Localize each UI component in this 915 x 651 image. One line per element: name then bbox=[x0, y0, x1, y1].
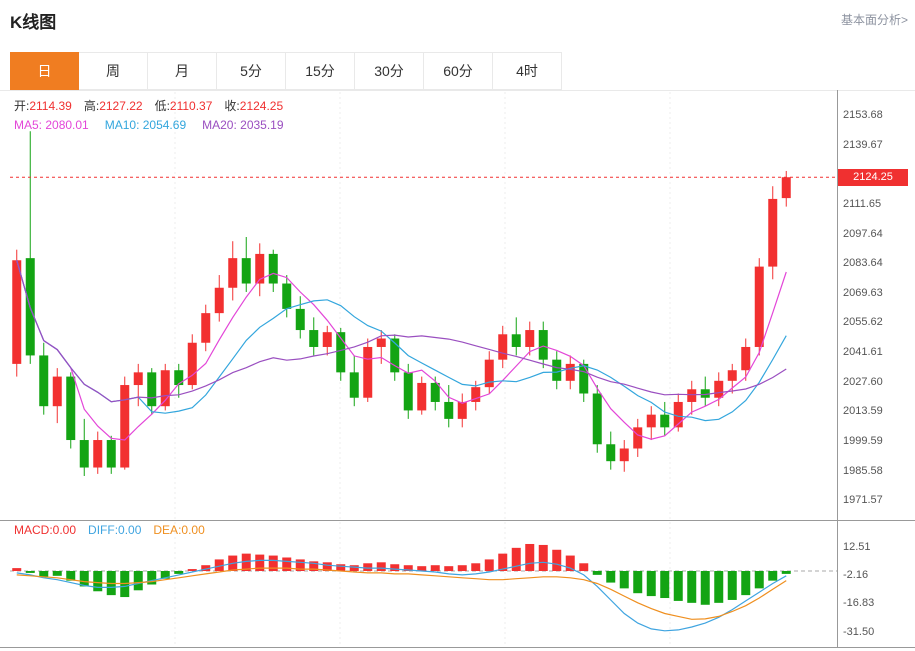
ma10-legend: MA10: 2054.69 bbox=[104, 118, 187, 132]
tab-4hour[interactable]: 4时 bbox=[493, 52, 562, 90]
ma5-legend: MA5: 2080.01 bbox=[14, 118, 89, 132]
price-axis-label: 1985.58 bbox=[843, 464, 883, 477]
timeframe-tabs: 日 周 月 5分 15分 30分 60分 4时 bbox=[10, 52, 562, 90]
high-value: 2127.22 bbox=[99, 99, 143, 113]
macd-axis-label: 12.51 bbox=[843, 540, 871, 553]
high-label: 高: bbox=[83, 99, 100, 113]
macd-legend: MACD:0.00 DIFF:0.00 DEA:0.00 bbox=[14, 523, 217, 537]
macd-value: MACD:0.00 bbox=[14, 523, 77, 537]
tab-month[interactable]: 月 bbox=[148, 52, 217, 90]
tab-30min[interactable]: 30分 bbox=[355, 52, 424, 90]
fundamental-analysis-link[interactable]: 基本面分析> bbox=[840, 13, 908, 27]
macd-axis-label: -16.83 bbox=[843, 597, 875, 610]
price-axis-label: 2139.67 bbox=[843, 138, 883, 151]
low-value: 2110.37 bbox=[169, 99, 213, 113]
tab-15min[interactable]: 15分 bbox=[286, 52, 355, 90]
price-axis-label: 2153.68 bbox=[843, 109, 883, 121]
price-axis-label: 2027.60 bbox=[843, 375, 883, 388]
macd-axis-label: -31.50 bbox=[843, 625, 875, 638]
macd-axis-label: -2.16 bbox=[843, 569, 869, 582]
price-axis-label: 2013.59 bbox=[843, 405, 883, 418]
ohlc-legend: 开:2114.39 高:2127.22 低:2110.37 收:2124.25 bbox=[14, 97, 295, 114]
ma-legend: MA5: 2080.01 MA10: 2054.69 MA20: 2035.19 bbox=[14, 118, 300, 132]
price-axis-label: 2111.65 bbox=[843, 197, 882, 210]
price-axis-label: 1971.57 bbox=[843, 494, 883, 507]
price-axis-label: 2041.61 bbox=[843, 346, 883, 359]
open-value: 2114.39 bbox=[29, 99, 72, 113]
price-axis-label: 2055.62 bbox=[843, 316, 883, 329]
price-axis-label: 2069.63 bbox=[843, 286, 883, 299]
tab-day[interactable]: 日 bbox=[10, 52, 79, 90]
price-axis-label: 1999.59 bbox=[843, 434, 883, 447]
close-value: 2124.25 bbox=[239, 99, 284, 113]
close-label: 收: bbox=[224, 99, 240, 113]
open-label: 开: bbox=[14, 99, 30, 113]
price-axis-label: 2083.64 bbox=[843, 257, 883, 270]
tab-week[interactable]: 周 bbox=[79, 52, 148, 90]
dea-value: DEA:0.00 bbox=[153, 523, 205, 537]
ma20-legend: MA20: 2035.19 bbox=[202, 118, 284, 132]
tab-60min[interactable]: 60分 bbox=[424, 52, 493, 90]
current-price-tag: 2124.25 bbox=[838, 168, 908, 186]
low-label: 低: bbox=[154, 99, 170, 113]
diff-value: DIFF:0.00 bbox=[88, 523, 142, 537]
tab-5min[interactable]: 5分 bbox=[217, 52, 286, 90]
price-axis-label: 2097.64 bbox=[843, 227, 883, 240]
page-title: K线图 bbox=[10, 13, 57, 32]
